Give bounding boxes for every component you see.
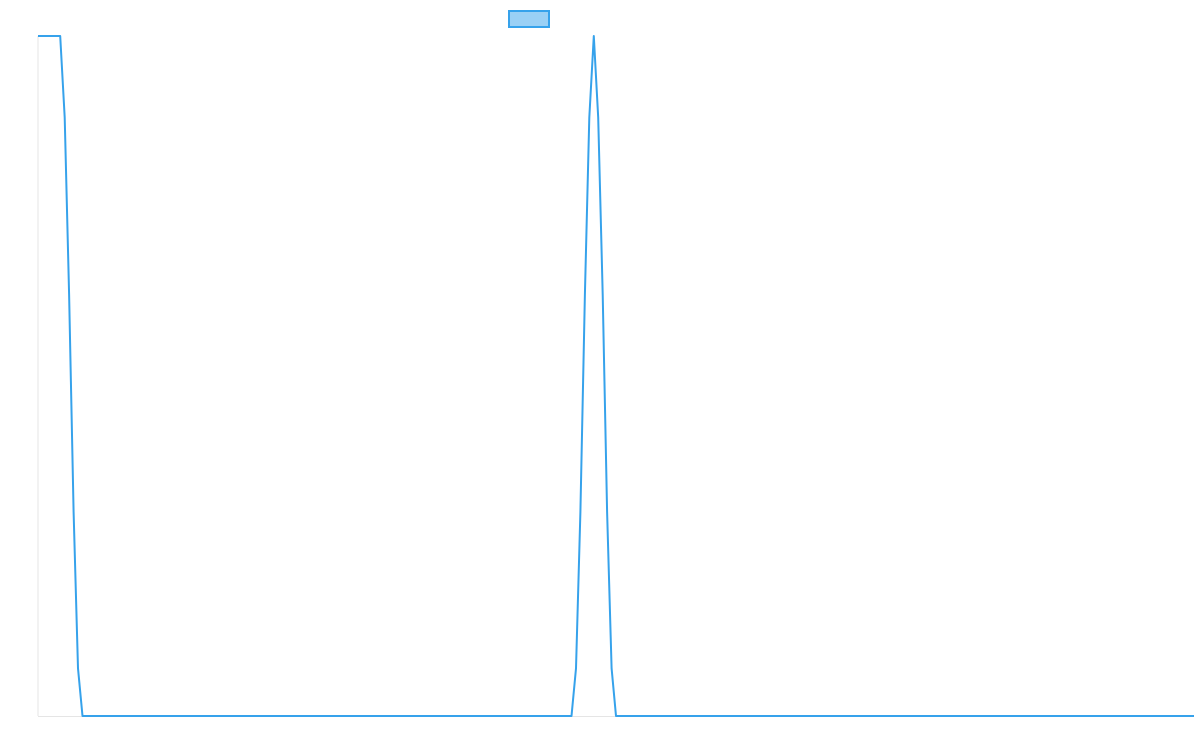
legend-swatch[interactable] [508, 10, 550, 28]
series-line-0 [38, 35, 1194, 717]
series-layer [38, 35, 1194, 717]
